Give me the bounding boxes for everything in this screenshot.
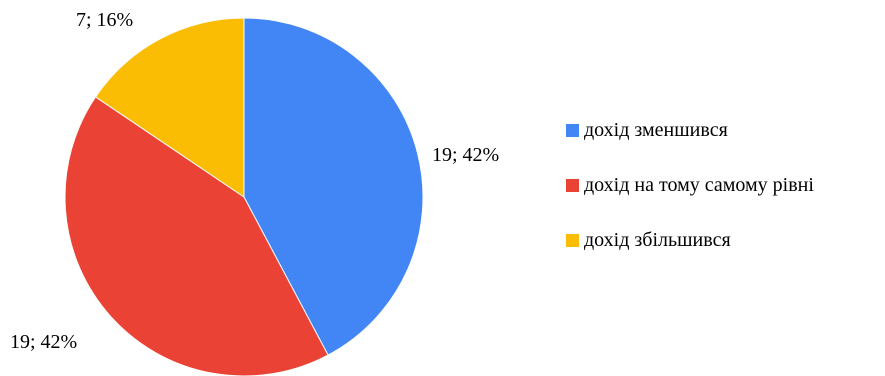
legend-item-same-level: дохід на тому самому рівні — [566, 173, 814, 197]
legend-swatch-increased — [566, 233, 579, 247]
data-label-decreased: 19; 42% — [432, 144, 500, 166]
legend-swatch-same-level — [566, 178, 579, 192]
legend-label-increased: дохід збільшився — [584, 229, 731, 251]
pie-slice-same-level — [64, 96, 329, 376]
legend-swatch-decreased — [566, 123, 579, 137]
pie-slice-decreased — [243, 17, 424, 356]
data-label-same-level: 19; 42% — [10, 331, 78, 353]
legend-item-decreased: дохід зменшився — [566, 118, 814, 142]
legend: дохід зменшився дохід на тому самому рів… — [566, 118, 814, 283]
pie-slice-increased — [94, 17, 245, 198]
data-label-increased: 7; 16% — [76, 9, 134, 31]
legend-label-same-level: дохід на тому самому рівні — [584, 174, 814, 196]
legend-label-decreased: дохід зменшився — [584, 119, 728, 141]
legend-item-increased: дохід збільшився — [566, 228, 814, 252]
